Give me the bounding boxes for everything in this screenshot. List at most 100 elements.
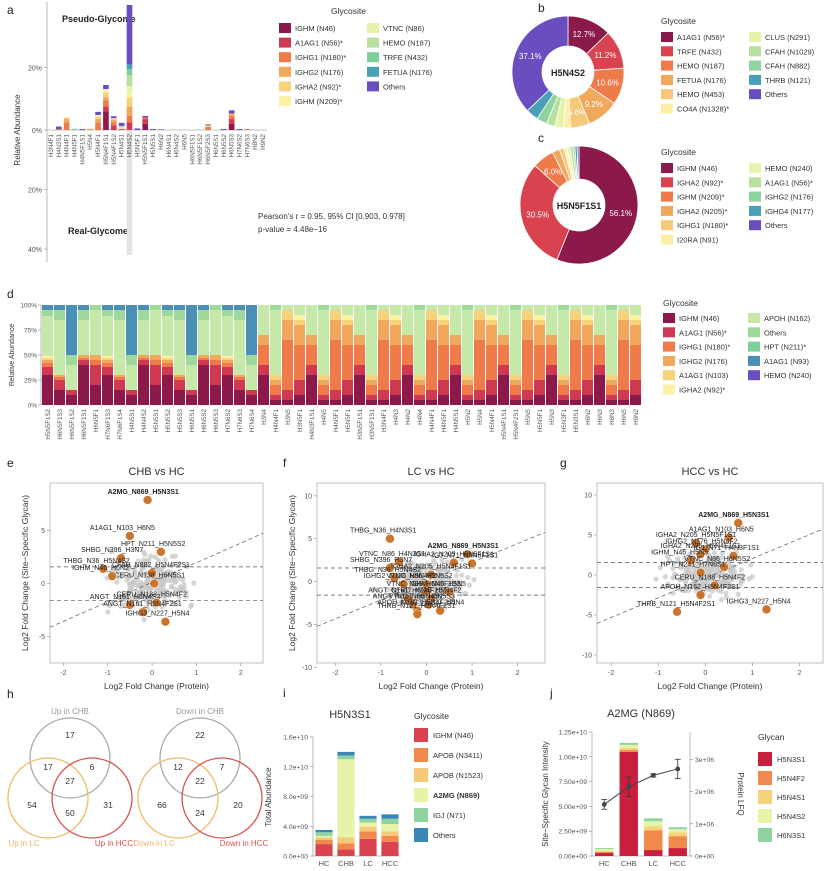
pie-slice [556, 145, 639, 265]
venn-count: 12 [173, 762, 183, 772]
bar-segment [42, 360, 53, 363]
bar-segment [95, 116, 101, 120]
background-point [405, 577, 412, 583]
bar-segment [186, 355, 197, 365]
panel-letters: a b c d e f g h i j [7, 1, 567, 701]
background-point [162, 593, 168, 599]
legend-label: Others [765, 221, 788, 230]
bar-segment [234, 377, 245, 380]
bar-segment [558, 310, 569, 375]
bar-segment [270, 395, 281, 400]
bar-segment [546, 365, 557, 375]
bar-segment [126, 64, 133, 70]
bar-segment [246, 395, 257, 405]
bar-segment [414, 385, 425, 395]
bar-segment [90, 305, 101, 310]
legend-label: IGHM (N46) [433, 731, 474, 740]
bar-segment [510, 380, 521, 385]
legend-label: APOB (N1523) [433, 771, 484, 780]
bar-segment [570, 340, 581, 390]
background-point [427, 563, 433, 569]
legend-title: Glycosite [331, 6, 366, 16]
bar-segment [582, 395, 593, 405]
bar-segment [318, 375, 329, 380]
background-point [711, 550, 717, 556]
background-point [662, 574, 668, 580]
x-tick-label: H5N5F1 [537, 408, 544, 432]
slice-label: 9.2% [585, 100, 603, 109]
legend-swatch [367, 23, 379, 33]
bar-segment [294, 305, 305, 315]
highlight-point [691, 538, 701, 548]
bar-segment [294, 395, 305, 405]
legend-swatch [663, 355, 675, 366]
regression-line [596, 528, 824, 624]
legend-label: IGHM (N46) [679, 314, 720, 323]
slice-label: 56.1% [609, 209, 632, 218]
bar-segment [234, 380, 245, 390]
y-tick-label: 10 [584, 493, 592, 500]
bar-segment [63, 122, 70, 130]
point-label: ANGT_N161_H5N4F2S1 [103, 601, 182, 608]
x-tick-label: H4N4F1 [273, 408, 280, 432]
legend-label: IGHG1 (N180)* [679, 343, 730, 352]
bar-segment [95, 115, 101, 117]
bar-segment [54, 377, 65, 380]
highlight-point [462, 549, 473, 559]
bar-segment [390, 320, 401, 325]
bar-segment [270, 310, 281, 375]
legend-swatch [749, 177, 761, 188]
venn-count: 31 [103, 800, 113, 810]
bar-segment [222, 316, 233, 356]
bar-segment [570, 320, 581, 340]
x-tick-label: -2 [60, 670, 66, 677]
background-point [685, 564, 692, 571]
bar-segment [381, 841, 399, 856]
legend-label: A2MG (N869) [433, 791, 480, 800]
highlight-point [125, 531, 135, 541]
bar-segment [558, 375, 569, 380]
bar-segment [228, 113, 235, 116]
bar-segment [606, 380, 617, 385]
bar-segment [366, 380, 377, 385]
background-point [456, 578, 462, 584]
legend-swatch [749, 89, 761, 100]
bar-segment [114, 310, 125, 320]
highlight-point [151, 597, 162, 608]
legend-swatch [749, 74, 761, 85]
bar-segment [378, 305, 389, 310]
legend-label: I20RA (N91) [677, 236, 719, 245]
y-tick-label: 5.00e+09 [558, 804, 587, 811]
bar-segment [42, 316, 53, 356]
chart-title: HCC vs HC [682, 466, 739, 478]
bar-segment [630, 305, 641, 315]
background-point [729, 576, 735, 582]
bar-segment [306, 345, 317, 365]
venn-count: 7 [220, 762, 225, 772]
point-label: IGHG3_N227_H5N4 [125, 611, 189, 618]
point-label: IGHG3_N227_H5N4 [400, 600, 464, 607]
legend-label: TRFE (N432) [677, 47, 722, 56]
background-point [162, 557, 168, 563]
bar-segment [546, 335, 557, 345]
x-tick-label: H5N4 [87, 133, 94, 149]
background-point [670, 565, 676, 572]
y-tick-label: 0% [32, 128, 42, 135]
bar-segment [126, 97, 133, 107]
background-point [137, 579, 144, 585]
background-point [666, 557, 673, 563]
background-point [127, 588, 133, 594]
x-tick-label: H5N5S3 [177, 408, 184, 432]
background-point [732, 584, 738, 590]
bar-segment [450, 335, 461, 345]
legend-swatch [758, 771, 772, 785]
legend-label: CFAH (N1029) [765, 47, 815, 56]
panel-letter: b [538, 1, 545, 15]
bar-segment [390, 380, 401, 395]
bar-segment [222, 363, 233, 367]
bar-segment [42, 310, 53, 316]
background-point [189, 602, 195, 608]
legend-label: IGJ (N71) [433, 811, 466, 820]
bar-segment [222, 358, 233, 360]
bar-segment [486, 395, 497, 405]
